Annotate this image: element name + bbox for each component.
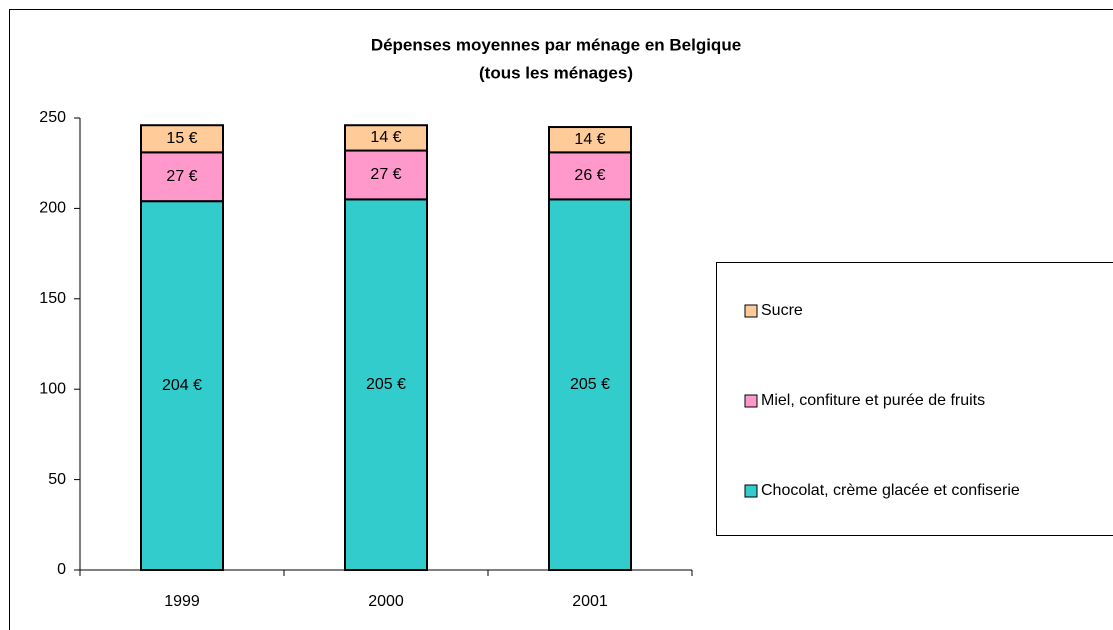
data-label: 204 € xyxy=(162,377,202,394)
bar-segment xyxy=(548,198,632,572)
bar-segment xyxy=(344,149,428,201)
y-tick-label: 250 xyxy=(39,109,66,126)
y-tick-label: 50 xyxy=(48,471,66,488)
legend-label: Miel, confiture et purée de fruits xyxy=(761,392,985,409)
bar-segment xyxy=(344,124,428,152)
data-label: 26 € xyxy=(574,167,605,184)
bar-segment xyxy=(140,151,224,203)
bar-segment xyxy=(548,126,632,154)
legend-box xyxy=(716,262,1113,536)
data-label: 205 € xyxy=(366,376,406,393)
data-label: 27 € xyxy=(166,168,197,185)
y-tick-label: 150 xyxy=(39,290,66,307)
chart-subtitle: (tous les ménages) xyxy=(479,63,633,82)
y-tick-label: 200 xyxy=(39,200,66,217)
x-tick-label: 2000 xyxy=(368,593,404,610)
y-tick-label: 0 xyxy=(57,561,66,578)
chart-border xyxy=(9,9,1113,630)
legend-label: Sucre xyxy=(761,302,803,319)
data-label: 15 € xyxy=(166,130,197,147)
x-tick-label: 2001 xyxy=(572,593,608,610)
legend-swatch xyxy=(744,484,758,498)
data-label: 27 € xyxy=(370,166,401,183)
bar-segment xyxy=(344,198,428,572)
legend-swatch xyxy=(744,304,758,318)
x-tick-label: 1999 xyxy=(164,593,200,610)
bar-segment xyxy=(140,200,224,571)
legend-label: Chocolat, crème glacée et confiserie xyxy=(761,482,1020,499)
y-tick-label: 100 xyxy=(39,380,66,397)
data-label: 14 € xyxy=(574,131,605,148)
legend-swatch xyxy=(744,394,758,408)
data-label: 14 € xyxy=(370,129,401,146)
chart-title: Dépenses moyennes par ménage en Belgique xyxy=(371,35,741,54)
data-label: 205 € xyxy=(570,376,610,393)
bar-segment xyxy=(140,124,224,154)
